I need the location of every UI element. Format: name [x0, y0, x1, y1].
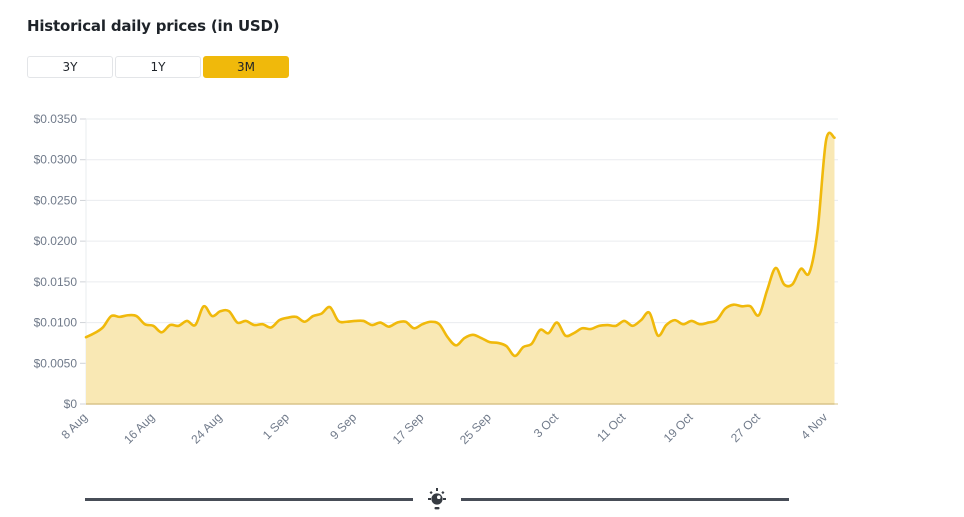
y-tick-label: $0.0200 — [34, 234, 78, 248]
lightbulb-icon — [425, 486, 449, 512]
price-line — [84, 131, 836, 358]
divider-left — [85, 498, 413, 501]
x-tick-label: 19 Oct — [661, 410, 696, 445]
x-tick-label: 1 Sep — [260, 410, 292, 442]
y-tick-label: $0.0150 — [34, 275, 78, 289]
y-axis: $0 $0.0050 $0.0100 $0.0150 $0.0200 $0.0250 $0.… — [34, 112, 78, 411]
x-tick-label: 16 Aug — [121, 410, 157, 446]
y-tick-label: $0.0300 — [34, 153, 78, 167]
y-tick-label: $0.0050 — [34, 356, 78, 370]
x-tick-label: 4 Nov — [798, 410, 830, 442]
y-tick-label: $0 — [64, 397, 78, 411]
x-tick-label: 8 Aug — [59, 410, 91, 442]
x-axis: 8 Aug 16 Aug 24 Aug 1 Sep 9 Sep 17 Sep 25 Sep 3… — [59, 410, 831, 447]
x-tick-label: 3 Oct — [531, 410, 562, 441]
y-tick-label: $0.0100 — [34, 316, 78, 330]
price-chart[interactable]: $0 $0.0050 $0.0100 $0.0150 $0.0200 $0.0250 $0.… — [0, 100, 964, 470]
range-button-3m[interactable]: 3M — [203, 56, 289, 78]
range-selector: 3Y 1Y 3M — [27, 56, 289, 78]
x-tick-label: 9 Sep — [327, 410, 359, 442]
y-tick-label: $0.0350 — [34, 112, 78, 126]
x-tick-label: 11 Oct — [594, 410, 629, 445]
x-tick-label: 27 Oct — [728, 410, 763, 445]
price-area — [86, 132, 835, 405]
price-area-chart[interactable]: $0 $0.0050 $0.0100 $0.0150 $0.0200 $0.0250 $0.… — [0, 100, 964, 470]
range-button-3y[interactable]: 3Y — [27, 56, 113, 78]
x-tick-label: 25 Sep — [457, 410, 494, 447]
x-tick-label: 17 Sep — [390, 410, 427, 447]
y-tick-label: $0.0250 — [34, 193, 78, 207]
x-tick-label: 24 Aug — [188, 410, 224, 446]
page-title: Historical daily prices (in USD) — [27, 17, 280, 35]
range-button-1y[interactable]: 1Y — [115, 56, 201, 78]
divider-right — [461, 498, 789, 501]
